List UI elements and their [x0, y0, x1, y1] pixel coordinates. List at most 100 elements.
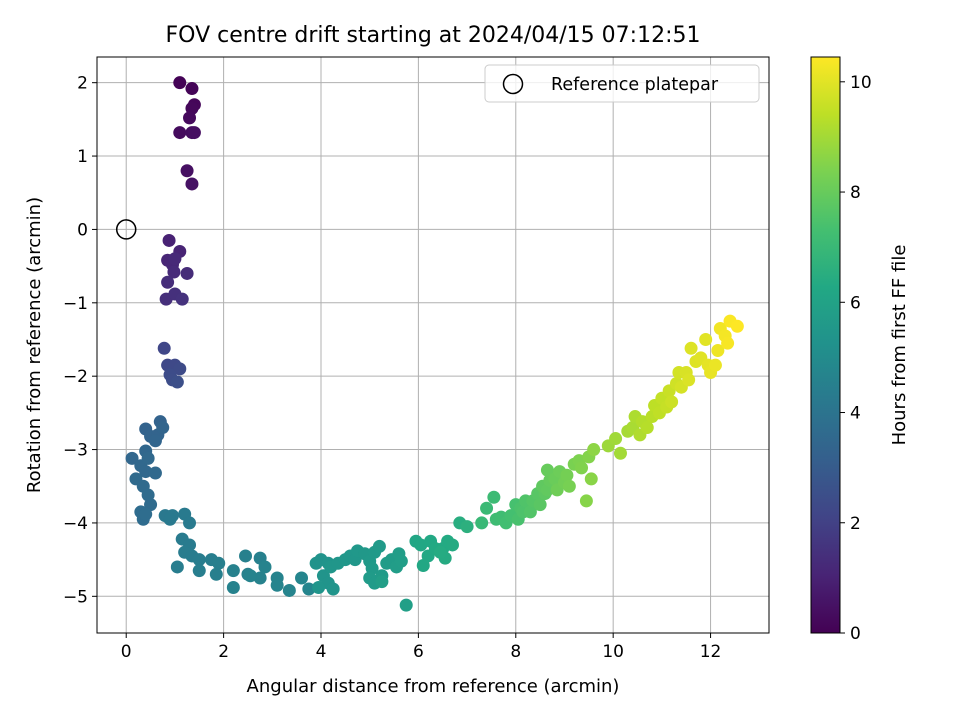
data-point: [523, 505, 537, 519]
data-point: [609, 432, 623, 446]
data-point: [226, 564, 240, 578]
data-point: [613, 446, 627, 460]
data-points: [115, 76, 744, 612]
data-point: [187, 126, 201, 140]
colorbar-tick-label: 6: [850, 293, 861, 313]
colorbar-tick-label: 8: [850, 183, 861, 203]
data-point: [125, 451, 139, 465]
data-point: [212, 556, 226, 570]
data-point: [253, 571, 267, 585]
data-point: [399, 598, 413, 612]
data-point: [640, 421, 654, 435]
data-point: [161, 275, 175, 289]
data-point: [711, 344, 725, 358]
legend-label: Reference platepar: [551, 75, 719, 95]
data-point: [258, 560, 272, 574]
data-point: [185, 82, 199, 96]
data-point: [163, 512, 177, 526]
y-tick-label: −2: [63, 367, 88, 387]
data-point: [175, 292, 189, 306]
data-point: [487, 490, 501, 504]
x-axis-label: Angular distance from reference (arcmin): [247, 676, 620, 697]
colorbar-tick-label: 10: [850, 73, 872, 93]
data-point: [148, 466, 162, 480]
data-point: [192, 564, 206, 578]
legend-reference-marker: [502, 73, 524, 95]
data-point: [139, 465, 153, 479]
data-point: [560, 468, 574, 482]
chart-title: FOV centre drift starting at 2024/04/15 …: [166, 23, 701, 48]
x-tick-label: 8: [510, 642, 521, 662]
data-point: [562, 479, 576, 493]
data-point: [168, 252, 182, 266]
data-point: [141, 451, 155, 465]
data-point: [579, 494, 593, 508]
colorbar-label: Hours from first FF file: [889, 245, 910, 446]
data-point: [326, 582, 340, 596]
data-point: [475, 516, 489, 530]
y-axis-ticks: −5 −4 −3 −2 −1 0 1 2: [63, 74, 97, 607]
grid-lines: [97, 57, 769, 633]
data-point: [148, 434, 162, 448]
data-point: [156, 421, 170, 435]
data-point: [139, 507, 153, 521]
data-point: [183, 516, 197, 530]
x-tick-label: 0: [121, 642, 132, 662]
data-point: [192, 553, 206, 567]
y-tick-label: −5: [63, 587, 88, 607]
data-point: [180, 164, 194, 178]
data-point: [540, 463, 554, 477]
data-point: [180, 266, 194, 280]
data-point: [445, 538, 459, 552]
data-point: [239, 549, 253, 563]
data-point: [372, 539, 386, 553]
data-point: [282, 583, 296, 597]
legend: Reference platepar: [484, 64, 760, 103]
colorbar-tick-label: 0: [850, 624, 861, 644]
data-point: [183, 111, 197, 125]
colorbar-ticks: 0 2 4 6 8 10: [840, 73, 872, 644]
y-tick-label: −4: [63, 514, 88, 534]
data-point: [173, 362, 187, 376]
y-tick-label: 1: [77, 147, 88, 167]
data-point: [302, 582, 316, 596]
data-point: [295, 571, 309, 585]
x-tick-label: 2: [218, 642, 229, 662]
data-point: [170, 375, 184, 389]
data-point: [375, 575, 389, 589]
data-point: [394, 554, 408, 568]
data-point: [460, 520, 474, 534]
data-point: [170, 560, 184, 574]
colorbar-tick-label: 2: [850, 514, 861, 534]
x-tick-label: 10: [602, 642, 624, 662]
data-point: [209, 567, 223, 581]
data-point: [682, 373, 696, 387]
data-point: [162, 233, 176, 247]
data-point: [584, 472, 598, 486]
data-point: [167, 265, 181, 279]
plot-frame: [96, 56, 770, 634]
x-axis-ticks: 0 2 4 6 8 10 12: [121, 633, 722, 662]
x-tick-label: 12: [700, 642, 722, 662]
data-point: [312, 581, 326, 595]
data-point: [684, 341, 698, 355]
data-point: [708, 358, 722, 372]
data-point: [157, 341, 171, 355]
data-point: [414, 538, 428, 552]
data-point: [270, 578, 284, 592]
data-point: [433, 545, 447, 559]
legend-box: [484, 64, 760, 103]
data-point: [173, 76, 187, 90]
colorbar-tick-label: 4: [850, 404, 861, 424]
y-tick-label: −1: [63, 294, 88, 314]
data-point: [480, 501, 494, 515]
data-point: [185, 177, 199, 191]
data-point: [587, 443, 601, 457]
data-point: [243, 569, 257, 583]
data-point: [533, 498, 547, 512]
x-tick-label: 4: [316, 642, 327, 662]
data-point: [173, 126, 187, 140]
colorbar: [810, 56, 841, 634]
x-tick-label: 6: [413, 642, 424, 662]
